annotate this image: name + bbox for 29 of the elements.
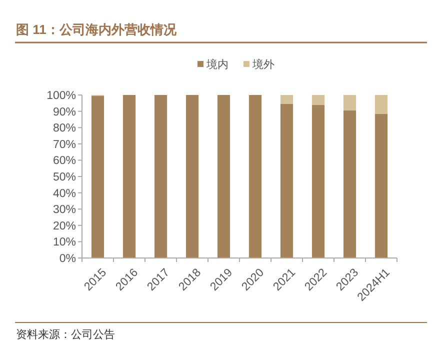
text: 资料来源：公司公告: [16, 328, 115, 341]
bar: [217, 95, 230, 258]
bar: [280, 104, 294, 258]
chart-title: 图 11：公司海内外营收情况: [16, 22, 178, 37]
bar: [91, 96, 104, 258]
bar: [186, 95, 199, 258]
y-tick-label: 0%: [59, 253, 76, 265]
legend-label: 境内: [206, 58, 228, 71]
bar: [343, 110, 356, 258]
y-tick-label: 50%: [52, 172, 76, 184]
legend-label: 境外: [252, 58, 274, 71]
y-tick-label: 40%: [52, 188, 76, 200]
bar: [280, 95, 294, 104]
bar: [154, 95, 168, 258]
y-tick-label: 90%: [52, 106, 76, 118]
y-tick-label: 80%: [52, 122, 76, 135]
bar: [122, 95, 136, 258]
bar: [312, 104, 325, 258]
bar: [374, 95, 388, 114]
y-tick-label: 30%: [52, 204, 76, 216]
y-tick-label: 100%: [46, 90, 76, 102]
bar: [343, 95, 356, 110]
bar: [248, 95, 262, 258]
bar: [374, 114, 388, 258]
y-tick-label: 60%: [52, 155, 76, 168]
y-tick-label: 10%: [52, 236, 76, 249]
bar: [312, 95, 325, 105]
y-tick-label: 20%: [52, 220, 76, 232]
y-tick-label: 70%: [52, 138, 76, 151]
